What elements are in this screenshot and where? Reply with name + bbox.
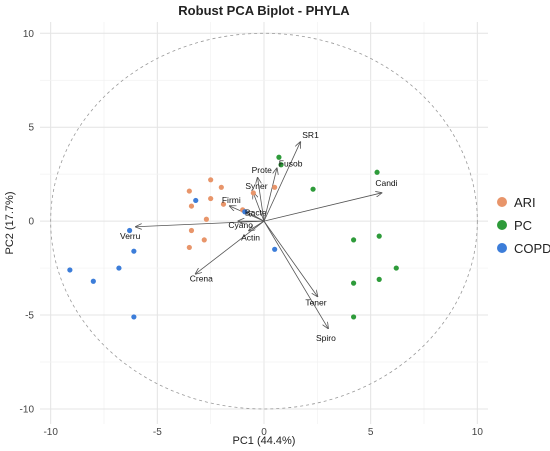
point-ari — [272, 184, 278, 190]
loading-labels: SR1 Fusob Prote Syner Candi Firmi Bacte Cyano Ac… — [120, 130, 398, 343]
y-tick-label: -10 — [20, 404, 35, 415]
loading-label-cyano: Cyano — [228, 220, 253, 230]
point-ari — [208, 177, 214, 183]
loading-arrow-candi — [263, 193, 381, 222]
x-tick-label: -5 — [153, 427, 162, 438]
point-ari — [250, 190, 256, 196]
x-tick-label: 5 — [368, 427, 374, 438]
y-tick-label: 5 — [28, 123, 34, 134]
point-pc — [393, 265, 399, 271]
loading-arrow-syner — [253, 193, 265, 222]
y-tick-label: 10 — [23, 29, 35, 40]
point-pc — [276, 154, 282, 160]
loading-label-tener: Tener — [305, 297, 326, 307]
chart-title: Robust PCA Biplot - PHYLA — [178, 3, 350, 18]
point-ari — [220, 201, 227, 207]
legend-swatch-pc — [497, 220, 507, 230]
loading-arrow-crena — [196, 220, 265, 274]
point-pc — [351, 237, 357, 243]
loading-label-candi: Candi — [375, 178, 397, 188]
legend: ARI PC COPD — [497, 195, 550, 256]
loading-arrow-fusob — [263, 169, 277, 222]
point-pc — [351, 314, 357, 320]
legend-label-ari: ARI — [514, 195, 536, 210]
loading-arrow-tener — [263, 220, 317, 296]
point-copd — [116, 265, 122, 271]
point-copd — [127, 227, 133, 234]
x-tick-label: -10 — [43, 427, 58, 438]
x-axis-label: PC1 (44.4%) — [233, 435, 296, 447]
point-copd — [193, 197, 199, 204]
point-ari — [186, 188, 192, 194]
loading-arrow-verru — [136, 220, 265, 227]
loading-arrows — [136, 142, 381, 328]
loading-label-syner: Syner — [245, 181, 267, 191]
loading-label-bacte: Bacte — [245, 208, 267, 218]
point-copd — [90, 278, 96, 284]
point-pc — [310, 186, 316, 192]
point-ari — [208, 195, 214, 202]
correlation-circle-layer — [50, 32, 478, 410]
point-pc — [376, 233, 382, 239]
point-ari — [201, 237, 207, 243]
data-points — [67, 154, 399, 320]
legend-label-copd: COPD — [514, 241, 550, 256]
correlation-circle — [50, 32, 478, 410]
x-tick-label: 10 — [472, 427, 484, 438]
point-ari — [188, 227, 195, 234]
point-ari — [186, 244, 192, 251]
grid — [40, 22, 488, 424]
point-ari — [188, 203, 195, 209]
point-ari — [203, 216, 209, 222]
loading-label-fusob: Fusob — [279, 159, 303, 169]
legend-swatch-ari — [497, 197, 507, 207]
legend-swatch-copd — [497, 243, 507, 253]
point-pc — [278, 162, 284, 168]
point-copd — [242, 209, 248, 215]
y-tick-label: -5 — [25, 311, 34, 322]
loading-arrow-sr1 — [263, 142, 300, 222]
loading-label-verru: Verru — [120, 231, 141, 241]
loading-label-spiro: Spiro — [316, 333, 336, 343]
legend-label-pc: PC — [514, 218, 532, 233]
point-pc — [351, 280, 357, 286]
point-copd — [67, 267, 73, 273]
point-copd — [131, 248, 137, 254]
loading-label-prote: Prote — [252, 165, 273, 175]
y-axis-label: PC2 (17.7%) — [4, 192, 16, 255]
x-tick-label: 0 — [261, 427, 267, 438]
point-pc — [374, 169, 380, 175]
loading-arrow-prote — [258, 178, 265, 222]
loading-label-sr1: SR1 — [302, 130, 319, 140]
axis-ticks: -10 -5 0 5 10 -10 -5 0 5 10 — [20, 29, 484, 438]
loading-arrow-bacte — [247, 212, 265, 222]
point-ari — [218, 184, 224, 190]
loading-label-firmi: Firmi — [222, 195, 241, 205]
loading-arrow-spiro — [263, 220, 328, 328]
loading-label-actin: Actin — [241, 233, 260, 243]
point-pc — [376, 276, 382, 282]
point-copd — [131, 314, 137, 320]
point-copd — [272, 246, 278, 252]
loading-label-crena: Crena — [190, 274, 213, 284]
y-tick-label: 0 — [28, 217, 34, 228]
